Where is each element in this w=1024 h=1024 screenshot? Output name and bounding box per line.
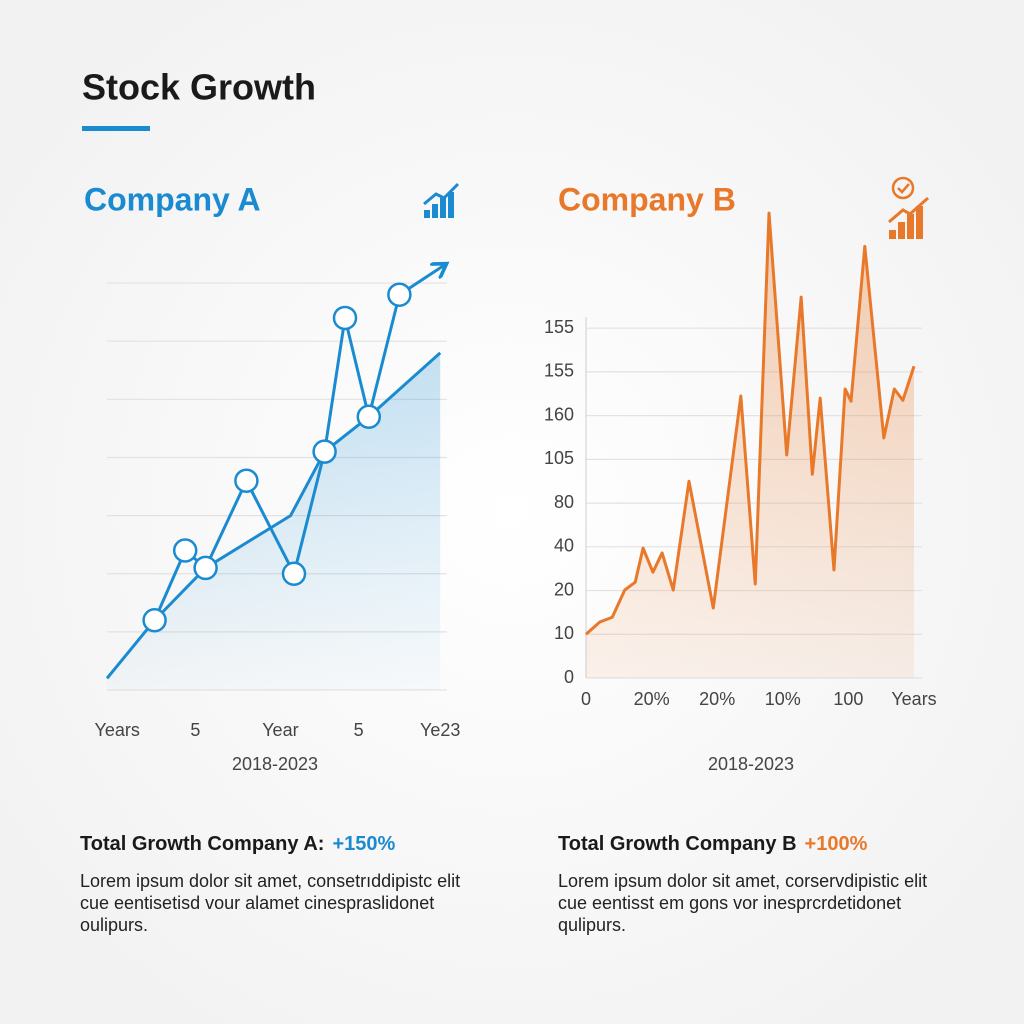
point [172,538,198,563]
x-tick-label: 0 [581,689,591,709]
x-tick-label: 5 [354,720,364,740]
x-tick-label: 20% [699,689,735,709]
x-tick-label: 20% [634,689,670,709]
chart-subtitle: 2018-2023 [708,754,794,774]
y-tick-label: 105 [544,448,574,468]
icon-b [888,176,929,239]
point [281,561,307,586]
description-line: oulipurs. [80,915,148,935]
point [356,404,382,430]
x-tick-label: 5 [190,720,200,740]
area [107,352,441,690]
chart-subtitle: 2018-2023 [232,754,318,774]
page-title: Stock Growth [82,67,316,108]
y-tick-label: 20 [554,579,574,599]
y-tick-label: 0 [564,667,574,687]
title-underline [82,126,150,131]
description-line: cue eentisst em gons vor inesprcrdetidon… [558,893,901,913]
y-tick-label: 80 [554,492,574,512]
growth-label: Total Growth Company A: [80,833,324,855]
y-tick-label: 10 [554,623,574,643]
x-tick-label: Years [891,689,936,709]
description-line: Lorem ipsum dolor sit amet, consetrıddip… [80,871,460,891]
growth-label: Total Growth Company B [558,833,797,855]
growth-value: +150% [332,833,395,855]
description-line: cue eentisetisd vour alamet cinespraslid… [80,893,434,913]
chart-title: Company B [558,181,736,217]
line [585,211,916,636]
line [153,266,444,621]
point [193,555,218,581]
growth-line: Total Growth Company B +100% [558,833,868,855]
point [332,305,358,331]
description-line: qulipurs. [558,915,626,935]
growth-line: Total Growth Company A: +150% [80,833,395,855]
y-tick-label: 160 [544,404,574,424]
icon-a [423,182,460,218]
point [387,282,412,307]
x-tick-label: 100 [833,689,863,709]
x-tick-label: Years [95,720,140,740]
y-tick-label: 155 [544,361,574,381]
x-tick-label: 10% [765,689,801,709]
growth-value: +100% [805,833,868,855]
x-tick-label: Ye23 [420,720,460,740]
y-tick-label: 40 [554,536,574,556]
y-tick-label: 155 [544,317,574,337]
description-line: Lorem ipsum dolor sit amet, corservdipis… [558,871,927,891]
chart-title: Company A [84,181,261,217]
point [234,468,259,493]
x-tick-label: Year [262,720,298,740]
point [312,439,337,464]
point [142,607,167,633]
